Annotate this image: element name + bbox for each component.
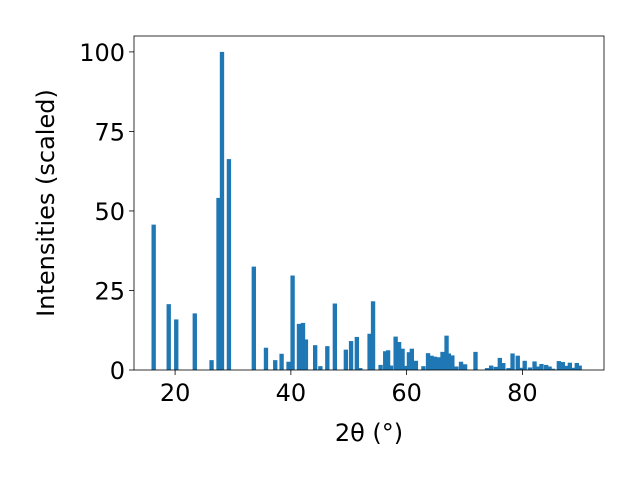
bar: [385, 350, 391, 370]
bar: [396, 342, 402, 370]
bar: [446, 353, 452, 370]
bar: [318, 366, 323, 370]
bar: [450, 355, 455, 370]
bar: [571, 367, 576, 370]
bar: [432, 356, 438, 370]
bar: [325, 346, 330, 370]
bar: [501, 363, 506, 370]
y-tick-label: 100: [79, 39, 125, 67]
x-tick-label: 20: [160, 379, 191, 407]
bar: [409, 348, 414, 370]
bar: [458, 361, 464, 370]
bar: [506, 368, 511, 370]
bar: [406, 352, 412, 370]
bar: [454, 366, 459, 370]
x-tick-label: 80: [507, 379, 538, 407]
bar: [556, 361, 562, 370]
bar: [527, 367, 533, 370]
bar: [273, 360, 278, 370]
bar: [535, 366, 540, 370]
y-tick-label: 75: [94, 118, 125, 146]
bar: [564, 365, 569, 370]
bar: [403, 365, 408, 370]
bar: [547, 366, 552, 370]
bar: [279, 353, 284, 370]
x-axis-ticks: 20 40 60 80: [160, 370, 538, 407]
bar: [493, 366, 498, 370]
bar: [174, 319, 179, 370]
bar: [358, 368, 363, 370]
bar: [151, 224, 156, 370]
plot-frame: [133, 35, 605, 371]
bar: [425, 353, 431, 370]
bar: [560, 362, 566, 370]
y-tick-label: 25: [94, 277, 125, 305]
bar: [332, 303, 338, 370]
bar: [577, 365, 582, 370]
x-axis-label: 2θ (°): [335, 419, 403, 447]
bar: [440, 351, 445, 370]
bar: [515, 355, 520, 370]
bar: [567, 362, 573, 370]
bar: [313, 345, 318, 370]
bar: [348, 341, 354, 370]
bar: [367, 333, 372, 370]
bar: [370, 301, 376, 370]
bar: [354, 336, 360, 370]
bar: [378, 364, 383, 370]
bar: [543, 364, 549, 370]
bars-group: [151, 51, 582, 371]
bar: [550, 368, 556, 370]
y-axis-label: Intensities (scaled): [32, 89, 60, 317]
bar: [522, 360, 527, 370]
bar: [209, 360, 214, 370]
bar: [226, 159, 232, 370]
bar: [219, 51, 225, 371]
bar: [436, 357, 442, 370]
bar: [290, 275, 295, 370]
bar: [300, 322, 306, 370]
bar: [510, 353, 515, 370]
bar: [497, 357, 502, 370]
bar: [263, 347, 269, 370]
bar: [343, 349, 349, 370]
bar: [462, 364, 468, 370]
bar: [216, 197, 221, 370]
bar: [251, 266, 256, 370]
bar: [383, 351, 388, 370]
bar: [574, 363, 579, 370]
bar: [429, 355, 434, 370]
bar: [518, 367, 523, 370]
x-tick-label: 60: [391, 379, 422, 407]
y-tick-label: 50: [94, 198, 125, 226]
bar: [539, 363, 544, 370]
bar: [286, 361, 291, 370]
y-tick-label: 0: [110, 357, 125, 385]
bar: [400, 348, 405, 370]
bar: [421, 366, 426, 370]
bar: [393, 336, 398, 370]
y-axis-ticks: 0 25 50 75 100: [79, 39, 134, 385]
bar: [296, 323, 302, 370]
bar: [488, 365, 494, 370]
bar: [166, 304, 171, 370]
x-tick-label: 40: [276, 379, 307, 407]
bar: [484, 368, 490, 370]
bar: [192, 313, 197, 370]
bar: [388, 365, 394, 370]
bar: [413, 360, 419, 370]
bar: [532, 361, 537, 370]
bar: [303, 339, 309, 370]
bar: [473, 351, 478, 370]
bar: [444, 335, 449, 370]
